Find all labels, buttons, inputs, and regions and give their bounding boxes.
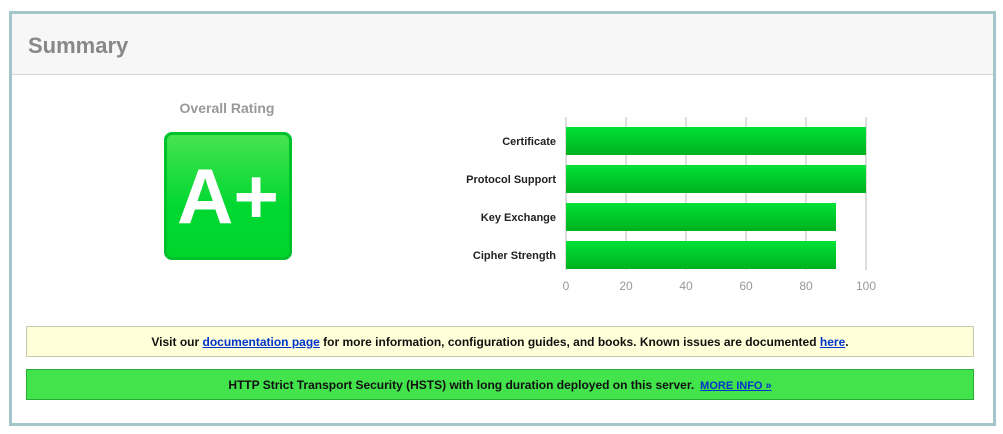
- category-label: Certificate: [502, 136, 556, 148]
- x-tick-label: 20: [619, 279, 633, 293]
- hsts-notice: HTTP Strict Transport Security (HSTS) wi…: [26, 369, 974, 400]
- rating-bar-chart: 0 20 40 60 80 100 Certificate Protocol Support K…: [466, 117, 876, 293]
- notice-text: Visit our: [151, 335, 203, 349]
- category-label: Key Exchange: [481, 212, 556, 224]
- bar-key-exchange: [566, 203, 836, 231]
- x-tick-label: 40: [679, 279, 693, 293]
- x-tick-label: 60: [739, 279, 753, 293]
- overall-rating-label: Overall Rating: [179, 100, 275, 116]
- documentation-notice: Visit our documentation page for more in…: [26, 326, 974, 357]
- category-label: Cipher Strength: [473, 250, 556, 262]
- notice-text: .: [845, 335, 849, 349]
- x-tick-label: 80: [799, 279, 813, 293]
- documentation-page-link[interactable]: documentation page: [202, 335, 320, 349]
- bar-certificate: [566, 127, 866, 155]
- x-tick-label: 100: [856, 279, 876, 293]
- summary-title: Summary: [28, 33, 129, 58]
- summary-header: Summary: [12, 14, 993, 75]
- hsts-text: HTTP Strict Transport Security (HSTS) wi…: [228, 378, 695, 392]
- bar-protocol-support: [566, 165, 866, 193]
- x-tick-label: 0: [563, 279, 570, 293]
- known-issues-link[interactable]: here: [819, 335, 846, 349]
- bar-cipher-strength: [566, 241, 836, 269]
- category-label: Protocol Support: [466, 174, 556, 186]
- summary-panel: Summary Overall Rating A+ 0 20 40 60 80 100 Ce…: [9, 11, 996, 426]
- notice-text: for more information, configuration guid…: [319, 335, 820, 349]
- more-info-link[interactable]: MORE INFO »: [700, 380, 772, 392]
- grade-badge: A+: [164, 132, 292, 260]
